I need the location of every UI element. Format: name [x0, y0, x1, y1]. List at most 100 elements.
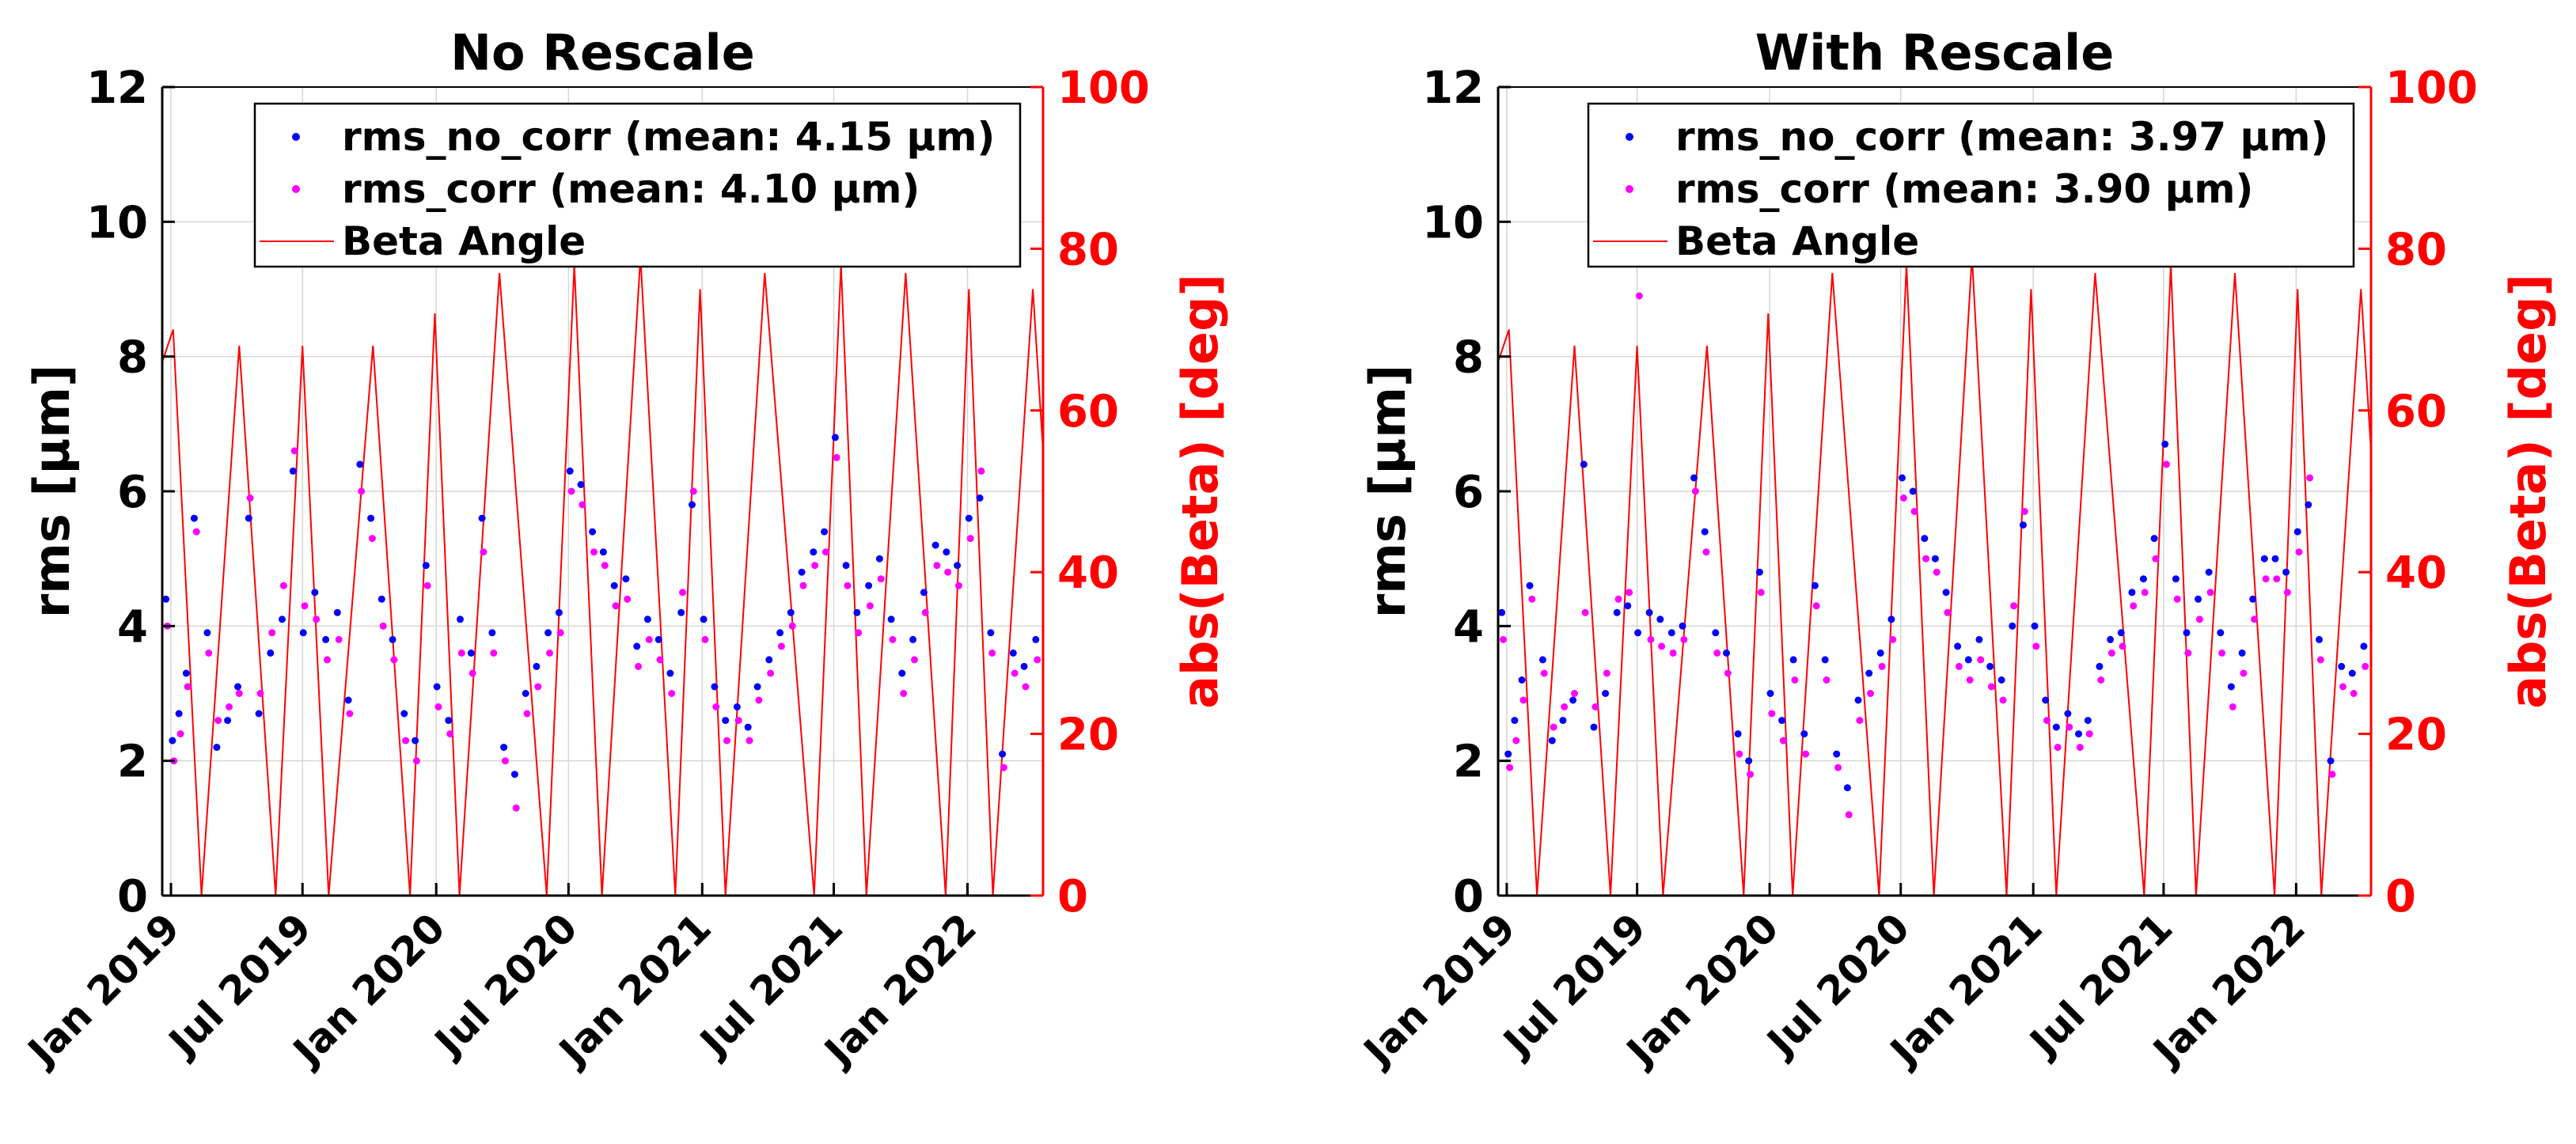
- data-point: [955, 581, 962, 589]
- data-point: [1499, 635, 1507, 643]
- data-point: [301, 602, 309, 610]
- data-point: [1921, 535, 1929, 543]
- data-point: [400, 710, 408, 718]
- data-point: [1528, 595, 1536, 603]
- data-point: [2043, 717, 2051, 725]
- data-point: [1878, 662, 1886, 670]
- data-point: [1811, 581, 1819, 589]
- data-point: [2130, 602, 2138, 610]
- data-point: [734, 717, 742, 725]
- data-point: [2031, 622, 2039, 630]
- data-point: [624, 595, 632, 603]
- data-point: [333, 608, 341, 616]
- data-point: [889, 635, 897, 643]
- data-point: [1999, 696, 2007, 704]
- legend-label: rms_corr (mean: 4.10 µm): [342, 166, 920, 212]
- data-point: [1000, 763, 1007, 771]
- data-point: [488, 629, 496, 637]
- y2-tick-label: 20: [2385, 710, 2447, 761]
- y-tick-label: 4: [117, 601, 148, 653]
- data-point: [679, 589, 686, 597]
- data-point: [567, 487, 575, 495]
- data-point: [1034, 656, 1041, 664]
- data-point: [2249, 595, 2257, 603]
- data-point: [1559, 717, 1567, 725]
- data-point: [1561, 703, 1569, 710]
- data-point: [279, 616, 286, 623]
- y-tick-label: 8: [117, 332, 148, 384]
- data-point: [389, 635, 396, 643]
- data-point: [954, 562, 962, 570]
- data-point: [234, 683, 241, 691]
- data-point: [2052, 723, 2060, 731]
- data-point: [457, 616, 464, 623]
- data-point: [2184, 649, 2192, 657]
- data-point: [1602, 690, 1610, 697]
- data-point: [2163, 460, 2170, 468]
- data-point: [311, 589, 319, 597]
- data-point: [711, 683, 719, 691]
- data-point: [1745, 757, 1753, 765]
- data-point: [2084, 717, 2092, 725]
- beta-angle-line: [1498, 256, 2371, 896]
- data-point: [700, 616, 708, 623]
- data-point: [1658, 642, 1666, 650]
- data-point: [577, 481, 585, 488]
- data-point: [988, 649, 996, 657]
- data-point: [2238, 649, 2246, 657]
- data-point: [853, 608, 861, 616]
- data-point: [422, 562, 430, 570]
- data-point: [2010, 602, 2018, 610]
- data-point: [1856, 717, 1864, 725]
- data-point: [490, 649, 498, 657]
- data-point: [1498, 608, 1506, 616]
- data-point: [2362, 662, 2369, 670]
- data-point: [1550, 723, 1557, 731]
- data-point: [1645, 608, 1653, 616]
- data-point: [1889, 635, 1897, 643]
- data-point: [1669, 649, 1677, 657]
- data-point: [1997, 676, 2005, 684]
- y-axis-label: rms [µm]: [1359, 365, 1417, 619]
- legend-marker: [1626, 133, 1633, 141]
- data-point: [1624, 602, 1632, 610]
- data-point: [2085, 730, 2093, 738]
- data-point: [2306, 474, 2314, 482]
- data-point: [2240, 669, 2248, 677]
- data-point: [911, 656, 918, 664]
- data-point: [589, 528, 597, 536]
- data-point: [2273, 575, 2281, 583]
- data-point: [2183, 629, 2191, 637]
- data-point: [909, 635, 917, 643]
- data-point: [1865, 669, 1873, 677]
- y2-axis-label: abs(Beta) [deg]: [2499, 274, 2557, 709]
- data-point: [346, 710, 354, 718]
- data-point: [1854, 696, 1862, 704]
- data-point: [1821, 656, 1829, 664]
- data-point: [799, 581, 807, 589]
- chart-title: With Rescale: [1755, 24, 2115, 81]
- data-point: [855, 629, 863, 637]
- data-point: [2251, 616, 2259, 623]
- y2-tick-label: 60: [1057, 386, 1119, 438]
- data-point: [898, 669, 906, 677]
- data-point: [1910, 508, 1918, 515]
- data-point: [566, 467, 574, 475]
- data-point: [1966, 676, 1974, 684]
- data-point: [1656, 616, 1664, 623]
- data-point: [1613, 608, 1621, 616]
- data-point: [313, 616, 321, 623]
- data-point: [367, 514, 375, 522]
- data-point: [643, 616, 651, 623]
- data-point: [2327, 757, 2335, 765]
- data-point: [755, 696, 763, 704]
- data-point: [1614, 595, 1622, 603]
- data-point: [831, 434, 839, 441]
- data-point: [1955, 662, 1963, 670]
- data-point: [169, 737, 176, 744]
- y2-tick-label: 100: [1057, 63, 1150, 114]
- data-point: [645, 635, 653, 643]
- data-point: [213, 744, 221, 752]
- data-point: [1580, 460, 1588, 468]
